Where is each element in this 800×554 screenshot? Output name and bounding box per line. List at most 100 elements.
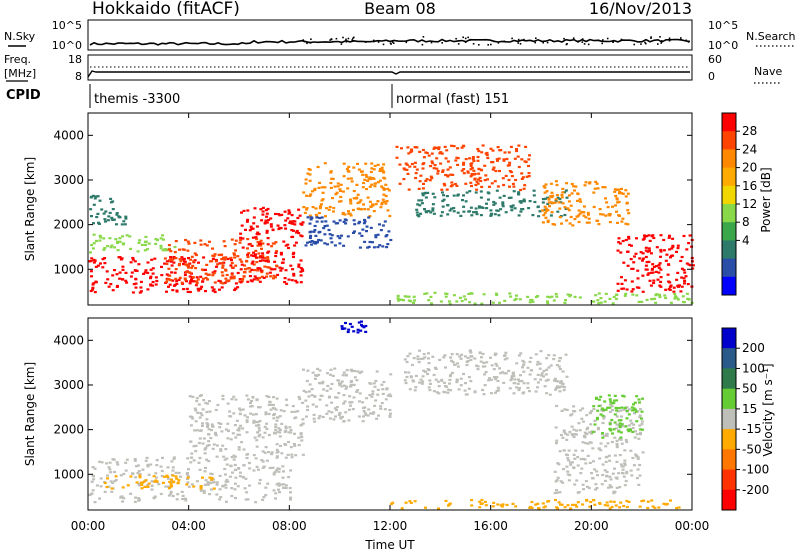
scatter-cell bbox=[363, 208, 367, 211]
scatter-cell bbox=[213, 281, 217, 284]
scatter-cell bbox=[190, 456, 194, 459]
scatter-cell bbox=[292, 272, 296, 275]
nsearch-dot bbox=[644, 41, 646, 44]
scatter-cell bbox=[223, 245, 227, 248]
scatter-cell bbox=[285, 282, 289, 285]
scatter-cell bbox=[198, 437, 202, 440]
scatter-cell bbox=[418, 150, 422, 153]
nsky-tick-bottom: 10^0 bbox=[52, 39, 82, 52]
scatter-cell bbox=[468, 350, 472, 353]
scatter-cell bbox=[121, 242, 125, 245]
scatter-cell bbox=[215, 444, 219, 447]
scatter-cell bbox=[195, 397, 199, 400]
scatter-cell bbox=[261, 466, 265, 469]
scatter-cell bbox=[189, 440, 193, 443]
scatter-cell bbox=[365, 225, 369, 228]
scatter-cell bbox=[577, 422, 581, 425]
scatter-cell bbox=[110, 218, 114, 221]
scatter-cell bbox=[119, 474, 123, 477]
scatter-cell bbox=[615, 486, 619, 489]
scatter-cell bbox=[134, 286, 138, 289]
scatter-cell bbox=[505, 503, 509, 506]
scatter-cell bbox=[166, 466, 170, 469]
scatter-cell bbox=[282, 258, 285, 261]
scatter-cell bbox=[230, 398, 234, 401]
freq-frame bbox=[87, 54, 693, 81]
scatter-cell bbox=[318, 207, 322, 210]
scatter-cell bbox=[510, 377, 514, 380]
scatter-cell bbox=[283, 210, 287, 213]
scatter-cell bbox=[246, 238, 250, 241]
scatter-cell bbox=[413, 299, 417, 302]
scatter-cell bbox=[299, 281, 303, 284]
scatter-cell bbox=[577, 491, 581, 494]
scatter-cell bbox=[631, 409, 635, 412]
scatter-cell bbox=[146, 483, 150, 486]
scatter-cell bbox=[448, 375, 452, 378]
scatter-cell bbox=[318, 382, 322, 385]
scatter-cell bbox=[349, 214, 353, 217]
scatter-cell bbox=[419, 357, 423, 361]
colorbar-segment bbox=[722, 489, 736, 511]
scatter-cell bbox=[522, 391, 526, 394]
scatter-cell bbox=[632, 423, 636, 426]
scatter-cell bbox=[636, 468, 640, 471]
scatter-cell bbox=[462, 372, 465, 376]
scatter-cell bbox=[350, 325, 354, 328]
scatter-cell bbox=[489, 214, 493, 217]
scatter-cell bbox=[308, 179, 312, 182]
scatter-cell bbox=[275, 483, 279, 486]
scatter-cell bbox=[385, 388, 389, 391]
scatter-cell bbox=[570, 192, 574, 195]
scatter-cell bbox=[265, 395, 269, 398]
scatter-cell bbox=[376, 163, 380, 166]
scatter-cell bbox=[245, 420, 249, 424]
scatter-cell bbox=[484, 174, 488, 177]
scatter-cell bbox=[264, 209, 268, 212]
scatter-cell bbox=[181, 258, 185, 261]
scatter-cell bbox=[629, 258, 633, 261]
scatter-cell bbox=[107, 285, 111, 288]
scatter-cell bbox=[365, 175, 369, 178]
scatter-cell bbox=[512, 392, 516, 395]
scatter-cell bbox=[404, 162, 408, 165]
scatter-cell bbox=[362, 406, 365, 410]
scatter-cell bbox=[199, 239, 203, 242]
scatter-cell bbox=[597, 398, 601, 401]
scatter-cell bbox=[553, 470, 557, 473]
scatter-cell bbox=[414, 146, 418, 149]
scatter-cell bbox=[478, 206, 481, 209]
scatter-cell bbox=[474, 207, 478, 210]
scatter-cell bbox=[312, 417, 316, 420]
scatter-cell bbox=[372, 177, 376, 180]
scatter-cell bbox=[609, 428, 612, 431]
scatter-cell bbox=[625, 505, 629, 509]
scatter-cell bbox=[581, 420, 585, 423]
scatter-cell bbox=[450, 144, 453, 147]
nsearch-dot bbox=[340, 43, 343, 45]
scatter-cell bbox=[137, 482, 141, 485]
scatter-cell bbox=[468, 190, 472, 193]
scatter-cell bbox=[619, 501, 623, 504]
scatter-cell bbox=[186, 290, 190, 293]
scatter-cell bbox=[406, 355, 410, 358]
scatter-cell bbox=[275, 448, 279, 451]
scatter-cell bbox=[517, 191, 521, 194]
scatter-cell bbox=[409, 375, 413, 378]
scatter-cell bbox=[498, 367, 501, 370]
scatter-cell bbox=[168, 274, 172, 277]
scatter-cell bbox=[618, 486, 622, 489]
scatter-cell bbox=[526, 366, 530, 369]
scatter-cell bbox=[349, 385, 353, 388]
scatter-cell bbox=[361, 401, 365, 404]
scatter-cell bbox=[352, 330, 356, 333]
scatter-cell bbox=[403, 379, 407, 382]
scatter-cell bbox=[167, 248, 171, 251]
nsearch-dot bbox=[422, 36, 425, 38]
scatter-cell bbox=[289, 496, 293, 499]
scatter-cell bbox=[611, 472, 615, 475]
scatter-cell bbox=[272, 413, 276, 417]
scatter-cell bbox=[159, 492, 163, 496]
scatter-cell bbox=[379, 167, 382, 171]
scatter-cell bbox=[193, 407, 197, 410]
